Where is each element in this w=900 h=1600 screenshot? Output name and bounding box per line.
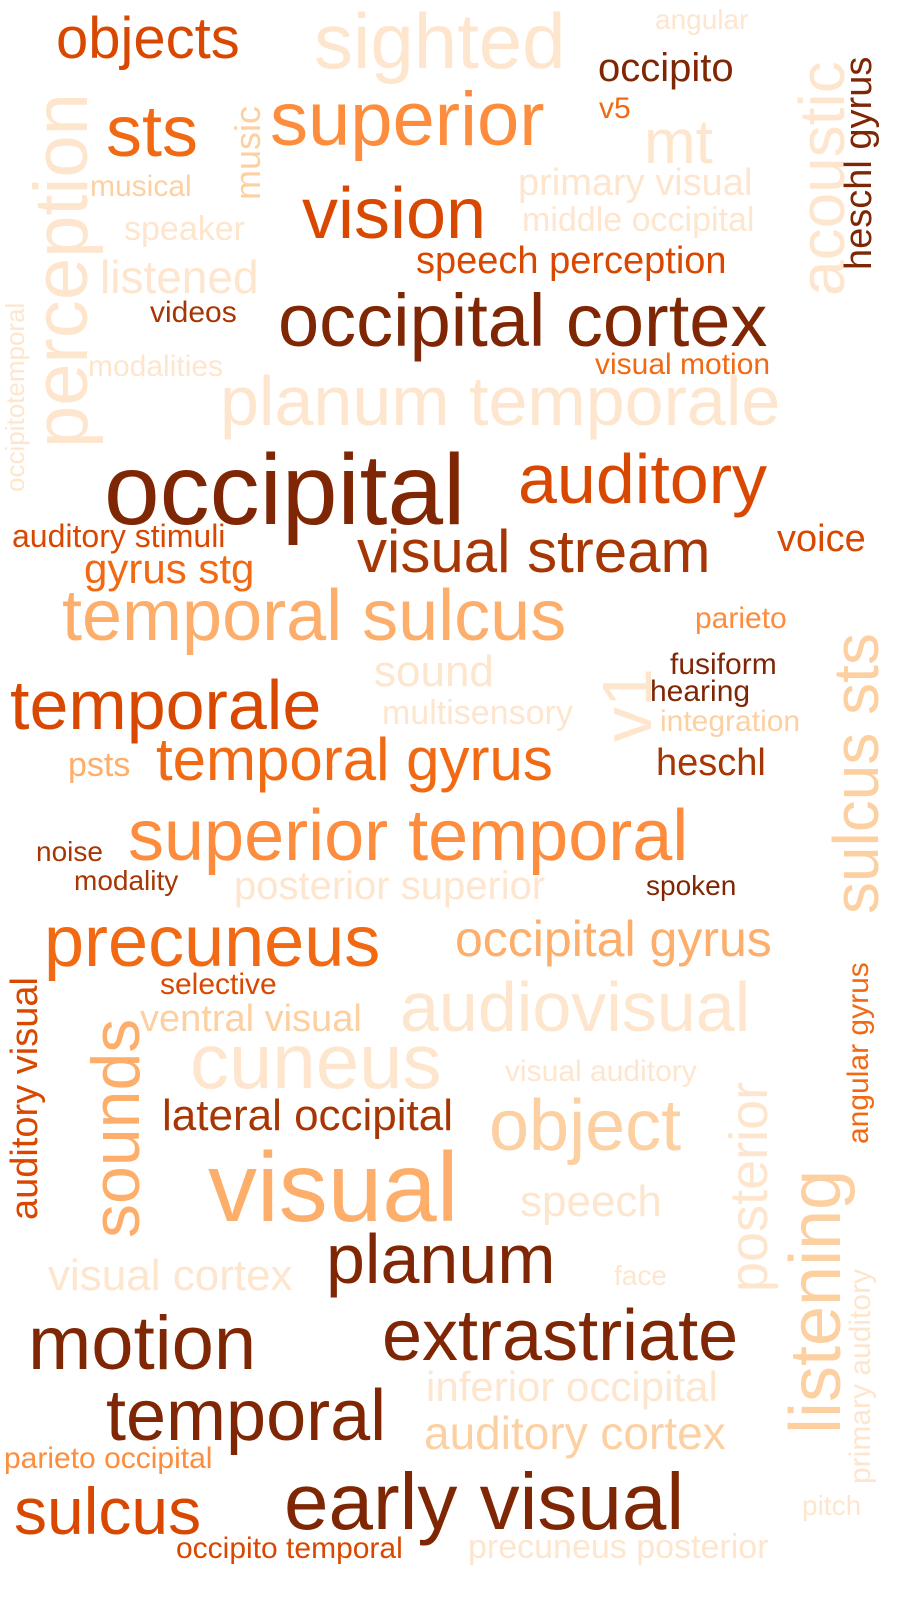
word-parieto: parieto [695,602,787,635]
word-precuneus: precuneus [44,902,381,982]
word-visual: visual [208,1132,459,1242]
word-ventral-visual: ventral visual [140,998,362,1040]
word-planum: planum [326,1220,556,1298]
word-occipitotemporal: occipitotemporal [0,302,30,492]
word-auditory: auditory [518,440,768,518]
word-sulcus-sts: sulcus sts [820,633,892,914]
word-primary-visual: primary visual [518,162,753,204]
word-visual-stream: visual stream [357,518,711,585]
word-visual-motion: visual motion [595,348,771,381]
word-extrastriate: extrastriate [382,1296,739,1376]
word-inferior-occipital: inferior occipital [426,1363,718,1410]
word-sts: sts [106,92,199,172]
word-occipital: occipital [104,434,466,546]
word-sulcus: sulcus [14,1474,202,1548]
word-temporal-sulcus: temporal sulcus [62,576,567,656]
word-early-visual: early visual [284,1457,685,1546]
word-heschl-gyrus: heschl gyrus [838,56,880,270]
word-auditory-visual: auditory visual [4,977,46,1220]
word-pitch: pitch [802,1490,862,1521]
word-occipital-gyrus: occipital gyrus [455,911,772,967]
word-speaker: speaker [124,210,245,248]
word-occipito-temporal: occipito temporal [176,1532,403,1565]
word-audiovisual: audiovisual [400,968,751,1046]
word-fusiform: fusiform [670,648,777,681]
word-middle-occipital: middle occipital [522,201,755,239]
word-listening: listening [776,1169,856,1434]
word-speech: speech [520,1177,662,1226]
word-modality: modality [74,865,179,896]
word-precuneus-posterior: precuneus posterior [468,1528,769,1566]
word-sound: sound [374,647,494,696]
word-cuneus: cuneus [190,1017,442,1105]
word-auditory-stimuli: auditory stimuli [12,518,226,554]
word-temporal-gyrus: temporal gyrus [156,726,553,793]
word-psts: psts [68,746,131,784]
word-occipito: occipito [598,46,734,90]
word-auditory-cortex: auditory cortex [424,1407,726,1459]
word-v5: v5 [599,92,631,125]
word-integration: integration [660,705,801,738]
word-superior: superior [270,77,545,162]
word-modalities: modalities [88,350,224,383]
word-temporale: temporale [10,666,322,744]
word-perception: perception [19,93,104,448]
word-temporal: temporal [106,1376,387,1456]
word-hearing: hearing [650,675,751,708]
word-videos: videos [150,296,237,329]
word-visual-auditory: visual auditory [505,1055,697,1088]
word-multisensory: multisensory [382,694,573,732]
word-posterior: posterior [719,1081,779,1292]
word-speech-perception: speech perception [416,240,727,282]
word-lateral-occipital: lateral occipital [162,1091,454,1140]
word-heschl: heschl [656,742,766,784]
word-voice: voice [777,518,866,560]
word-listened: listened [100,251,259,303]
word-objects: objects [56,6,240,71]
word-sounds: sounds [78,1018,154,1238]
word-vision: vision [302,174,487,254]
word-occipital-cortex: occipital cortex [278,279,768,362]
word-gyrus-stg: gyrus stg [84,545,255,592]
word-posterior-superior: posterior superior [234,864,546,908]
word-face: face [614,1260,667,1291]
word-mt: mt [644,108,713,177]
word-music: music [227,105,268,200]
word-angular-gyrus: angular gyrus [842,962,875,1144]
word-parieto-occipital: parieto occipital [4,1442,213,1475]
word-musical: musical [90,170,192,203]
word-superior-temporal: superior temporal [128,796,689,876]
word-visual-cortex: visual cortex [48,1251,293,1300]
word-angular: angular [655,4,749,35]
word-sighted: sighted [314,0,566,85]
word-planum-temporale: planum temporale [220,362,781,440]
word-noise: noise [36,836,103,867]
word-selective: selective [160,968,277,1001]
word-motion: motion [28,1301,257,1386]
word-spoken: spoken [646,870,737,901]
word-object: object [489,1086,682,1166]
